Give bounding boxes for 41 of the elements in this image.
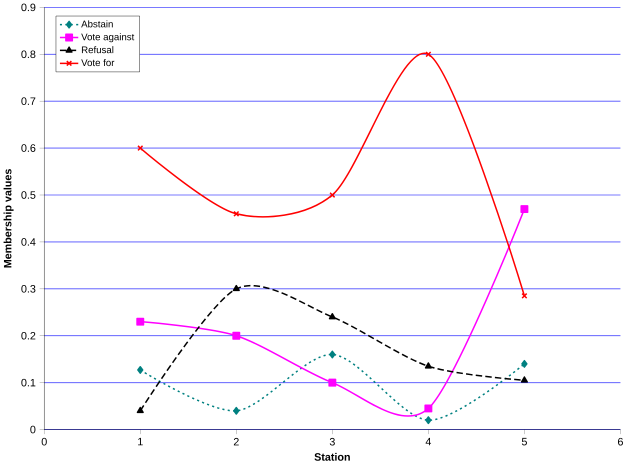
legend-label: Vote for [81,58,114,66]
y-tick-label: 0.7 [21,97,36,105]
y-tick-label: 0.6 [21,144,36,152]
x-tick-label: 2 [234,438,239,446]
point [328,312,336,320]
point [232,284,240,292]
point [424,404,432,412]
point [233,406,240,415]
point [520,204,528,213]
point [521,360,528,368]
legend-label: Refusal [82,46,114,54]
y-axis-title: Membership values [4,168,14,268]
x-axis-title: Station [314,452,350,461]
legend-label: Vote against [81,33,134,42]
legend-label: Abstain [81,20,113,28]
point [329,192,336,198]
point [137,366,144,374]
point [425,416,432,424]
x-tick-label: 4 [426,438,432,446]
y-tick-label: 0.2 [21,332,36,340]
point [425,51,432,58]
x-tick-label: 1 [138,438,143,446]
x-tick-label: 0 [42,438,47,446]
point [328,378,336,386]
point [329,350,336,358]
y-tick-label: 0 [30,426,36,434]
y-tick-label: 0.9 [21,3,36,11]
y-tick-label: 0.3 [21,284,36,292]
point [232,332,240,340]
point [424,362,432,368]
x-tick-label: 3 [330,438,335,446]
y-tick-label: 0.8 [21,50,36,58]
point [136,318,144,326]
point [520,376,528,382]
y-tick-label: 0.5 [21,191,36,199]
x-tick-label: 5 [522,438,527,446]
point [233,210,240,217]
point [136,406,144,413]
y-tick-label: 0.4 [21,238,36,246]
y-tick-label: 0.1 [21,378,36,386]
x-tick-label: 6 [618,438,623,446]
